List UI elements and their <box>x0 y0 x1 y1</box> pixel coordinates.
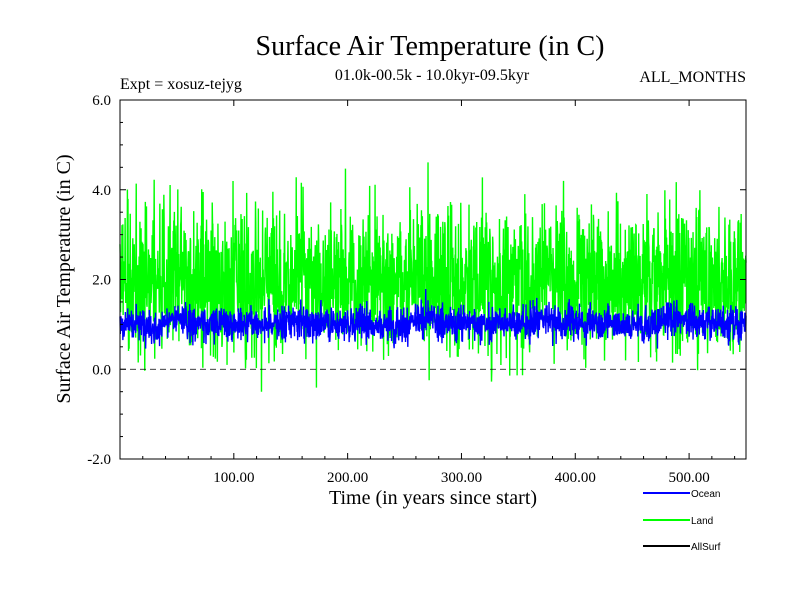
y-tick-label: 6.0 <box>92 93 111 109</box>
y-axis: -2.0 0.0 2.0 4.0 6.0 <box>87 93 746 468</box>
legend-label-ocean: Ocean <box>691 489 720 500</box>
plot-area <box>119 162 747 392</box>
x-tick-label: 400.00 <box>555 470 596 486</box>
x-tick-label: 200.00 <box>327 470 368 486</box>
months-label: ALL_MONTHS <box>639 69 746 86</box>
y-tick-label: 2.0 <box>92 273 111 289</box>
legend-label-land: Land <box>691 516 713 527</box>
y-tick-label: 0.0 <box>92 362 111 378</box>
x-tick-label: 500.00 <box>668 470 709 486</box>
y-axis-label: Surface Air Temperature (in C) <box>53 154 75 403</box>
y-tick-label: -2.0 <box>87 452 111 468</box>
series-land <box>119 162 747 392</box>
x-axis-label: Time (in years since start) <box>329 487 537 509</box>
x-tick-label: 100.00 <box>213 470 254 486</box>
x-tick-label: 300.00 <box>441 470 482 486</box>
x-axis: 100.00 200.00 300.00 400.00 500.00 <box>142 100 736 486</box>
legend-label-allsurf: AllSurf <box>691 542 721 553</box>
y-tick-label: 4.0 <box>92 183 111 199</box>
experiment-label: Expt = xosuz-tejyg <box>120 76 242 93</box>
series-ocean <box>119 288 747 349</box>
legend: Ocean Land AllSurf <box>643 489 721 553</box>
period-label: 01.0k-00.5k - 10.0kyr-09.5kyr <box>335 67 530 84</box>
chart-title: Surface Air Temperature (in C) <box>256 31 605 62</box>
